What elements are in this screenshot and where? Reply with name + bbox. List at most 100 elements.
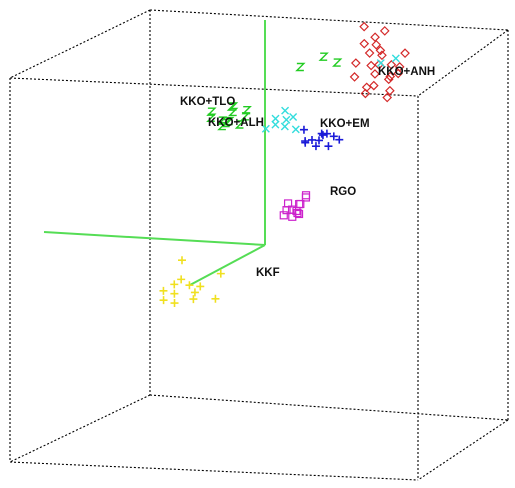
data-point [301, 193, 311, 202]
data-point [287, 205, 297, 214]
data-point [366, 60, 376, 71]
label-kkf: KKF [256, 267, 280, 279]
data-point [360, 88, 371, 99]
data-point [170, 299, 179, 308]
data-point [386, 59, 397, 70]
data-point [370, 32, 380, 43]
principal-axes [43, 20, 266, 286]
data-point [177, 275, 186, 284]
data-point [377, 50, 387, 61]
data-point [227, 102, 239, 111]
label-kko-em: KKO+EM [320, 118, 370, 130]
data-point [241, 105, 252, 115]
data-point [206, 113, 217, 122]
data-point [221, 118, 232, 128]
data-point [318, 52, 329, 61]
data-point [196, 282, 205, 291]
data-point [159, 296, 168, 305]
label-kko-alh: KKO+ALH [208, 117, 264, 129]
data-point [282, 115, 291, 124]
bounding-box [9, 9, 509, 481]
series-rgo [279, 191, 311, 221]
data-point [190, 288, 199, 297]
data-point [324, 142, 333, 151]
data-point [292, 206, 301, 216]
box-edge [9, 394, 151, 463]
data-point [400, 48, 410, 59]
data-point [280, 122, 289, 131]
data-point [261, 124, 270, 133]
data-point [170, 289, 179, 298]
data-point [317, 129, 326, 138]
data-point [359, 38, 370, 49]
data-point [228, 107, 239, 117]
data-point [371, 39, 382, 50]
data-point [299, 125, 308, 134]
axis-depth [189, 244, 266, 286]
data-point [349, 72, 360, 82]
box-edge [9, 461, 419, 481]
data-point [368, 80, 379, 91]
axis-horizontal [43, 231, 266, 246]
data-point [301, 137, 310, 146]
data-point [350, 58, 361, 68]
data-point [379, 26, 390, 36]
series-kko-tlo [206, 52, 343, 131]
data-point [291, 125, 300, 134]
data-point [170, 280, 179, 289]
data-point [318, 131, 327, 140]
data-points [159, 21, 410, 308]
box-edge [9, 9, 151, 79]
series-kkf [159, 256, 225, 308]
data-point [359, 21, 369, 32]
data-point [217, 116, 228, 125]
data-point [189, 295, 198, 304]
data-point [382, 92, 393, 103]
label-kko-anh: KKO+ANH [378, 66, 435, 78]
label-kko-tlo: KKO+TLO [180, 96, 235, 108]
data-point [391, 54, 400, 63]
data-point [185, 281, 194, 290]
data-point [281, 106, 290, 115]
data-point [385, 85, 395, 96]
box-edge [417, 419, 509, 481]
series-kko-anh [349, 21, 410, 103]
data-point [329, 132, 338, 141]
data-point [376, 59, 385, 68]
data-point [364, 48, 375, 58]
data-point [206, 107, 217, 116]
data-point [271, 120, 280, 129]
data-point [393, 68, 404, 79]
data-point [159, 286, 168, 295]
cluster-labels: KKO+ANH KKO+TLO KKO+ALH KKO+EM RGO KKF [180, 66, 435, 279]
box-edge [149, 394, 509, 421]
data-point [240, 112, 251, 121]
data-point [295, 62, 306, 72]
box-edge [9, 77, 419, 97]
data-point [315, 136, 323, 145]
data-point [301, 191, 311, 200]
data-point [311, 142, 320, 151]
data-point [271, 114, 280, 123]
data-point [385, 71, 396, 82]
box-edge [149, 9, 509, 31]
series-kko-alh [261, 54, 400, 134]
data-point [282, 206, 291, 215]
data-point [216, 269, 225, 278]
data-point [370, 69, 380, 79]
data-point [211, 294, 220, 303]
data-point [383, 74, 394, 85]
data-point [308, 135, 316, 144]
data-point [224, 116, 235, 126]
label-rgo: RGO [330, 186, 356, 198]
box-edge [417, 29, 509, 97]
data-point [289, 112, 298, 121]
data-point [394, 61, 405, 72]
data-point [279, 211, 288, 220]
data-point [234, 120, 246, 129]
data-point [178, 256, 186, 265]
series-kko-em [299, 125, 344, 151]
data-point [335, 135, 344, 144]
data-point [332, 58, 343, 67]
